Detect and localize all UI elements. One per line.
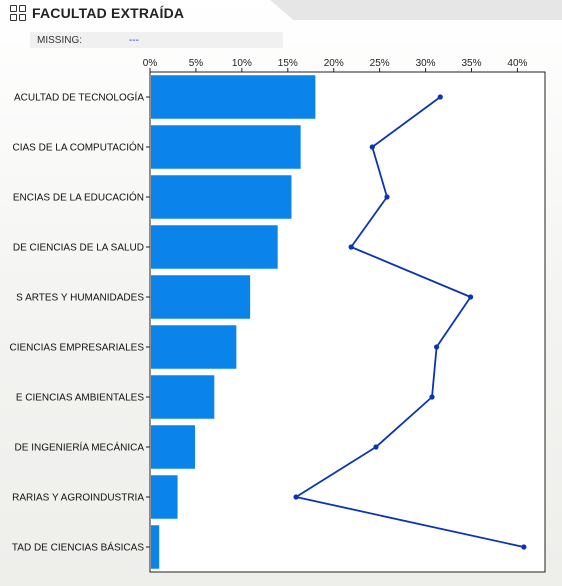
category-label: CIENCIAS EMPRESARIALES (10, 343, 145, 354)
x-tick-label: 10% (232, 58, 252, 69)
category-label: TAD DE CIENCIAS BÁSICAS (12, 541, 144, 554)
missing-value: --- (129, 34, 140, 46)
x-tick-label: 20% (324, 58, 344, 69)
chart-title: FACULTAD EXTRAÍDA (32, 5, 185, 21)
category-label: DE INGENIERÍA MECÁNICA (15, 441, 145, 454)
x-tick-label: 40% (507, 58, 527, 69)
bar (151, 325, 237, 369)
line-point (369, 144, 375, 150)
category-label: RARIAS Y AGROINDUSTRIA (12, 493, 144, 504)
line-point (521, 544, 527, 550)
line-point (437, 94, 443, 100)
x-tick-label: 5% (189, 58, 204, 69)
header-tab-decoration (270, 0, 562, 20)
bar (151, 375, 215, 419)
category-label: DE CIENCIAS DE LA SALUD (13, 243, 144, 254)
category-label: ACULTAD DE TECNOLOGÍA (14, 91, 144, 104)
x-tick-label: 25% (370, 58, 390, 69)
bar (151, 275, 251, 319)
grid-icon[interactable] (10, 5, 26, 21)
missing-label: MISSING: (37, 34, 83, 46)
bar (151, 225, 278, 269)
line-point (293, 494, 299, 500)
bar (151, 475, 178, 519)
x-tick-label: 30% (416, 58, 436, 69)
category-label: CIAS DE LA COMPUTACIÓN (12, 141, 144, 154)
series-line (295, 96, 525, 548)
bar (151, 425, 196, 469)
category-label: S ARTES Y HUMANIDADES (16, 293, 144, 304)
line-point (384, 194, 390, 200)
line-point (373, 444, 379, 450)
bar (151, 525, 160, 569)
x-tick-label: 35% (462, 58, 482, 69)
bar (151, 175, 292, 219)
line-point (467, 294, 474, 300)
chart-header: FACULTAD EXTRAÍDA (10, 5, 184, 21)
line-point (348, 244, 354, 250)
x-tick-label: 0% (143, 58, 158, 69)
bar (151, 125, 301, 169)
line-point (434, 344, 440, 350)
missing-row: MISSING: --- (30, 32, 283, 48)
bar (151, 75, 316, 119)
line-point (429, 394, 435, 400)
category-label: E CIENCIAS AMBIENTALES (16, 393, 145, 404)
category-label: ENCIAS DE LA EDUCACIÓN (13, 191, 144, 204)
x-tick-label: 15% (278, 58, 298, 69)
